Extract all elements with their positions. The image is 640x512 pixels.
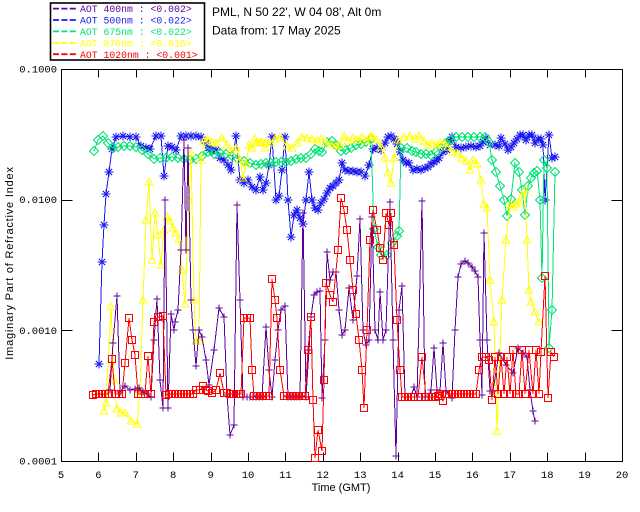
svg-text:7: 7 [133,470,139,482]
svg-text:17: 17 [503,470,516,482]
svg-text:18: 18 [541,470,554,482]
svg-text:15: 15 [429,470,442,482]
svg-text:5: 5 [58,470,64,482]
svg-text:Imaginary Part of Refractive I: Imaginary Part of Refractive Index [4,166,16,360]
svg-text:10: 10 [242,470,255,482]
svg-text:16: 16 [466,470,479,482]
svg-text:0.0001: 0.0001 [19,457,57,469]
svg-text:AOT 870nm : <0.016>: AOT 870nm : <0.016> [80,38,192,49]
svg-text:AOT 1020nm : <0.001>: AOT 1020nm : <0.001> [80,50,198,61]
svg-text:AOT 675nm : <0.022>: AOT 675nm : <0.022> [80,27,192,38]
svg-text:Data from: 17 May 2025: Data from: 17 May 2025 [212,24,341,38]
svg-text:8: 8 [170,470,176,482]
svg-text:PML, N 50 22', W 04 08', Alt 0: PML, N 50 22', W 04 08', Alt 0m [212,5,381,19]
svg-text:14: 14 [391,470,404,482]
svg-text:6: 6 [95,470,101,482]
svg-text:0.0010: 0.0010 [19,326,57,338]
svg-text:19: 19 [578,470,591,482]
svg-text:13: 13 [354,470,367,482]
svg-text:20: 20 [616,470,629,482]
svg-text:0.1000: 0.1000 [19,65,57,77]
svg-text:0.0100: 0.0100 [19,195,57,207]
svg-text:Time (GMT): Time (GMT) [312,482,371,494]
svg-text:AOT 500nm : <0.022>: AOT 500nm : <0.022> [80,16,192,27]
svg-text:12: 12 [316,470,329,482]
svg-text:9: 9 [207,470,213,482]
svg-text:11: 11 [279,470,292,482]
svg-text:AOT 400nm : <0.002>: AOT 400nm : <0.002> [80,4,192,15]
